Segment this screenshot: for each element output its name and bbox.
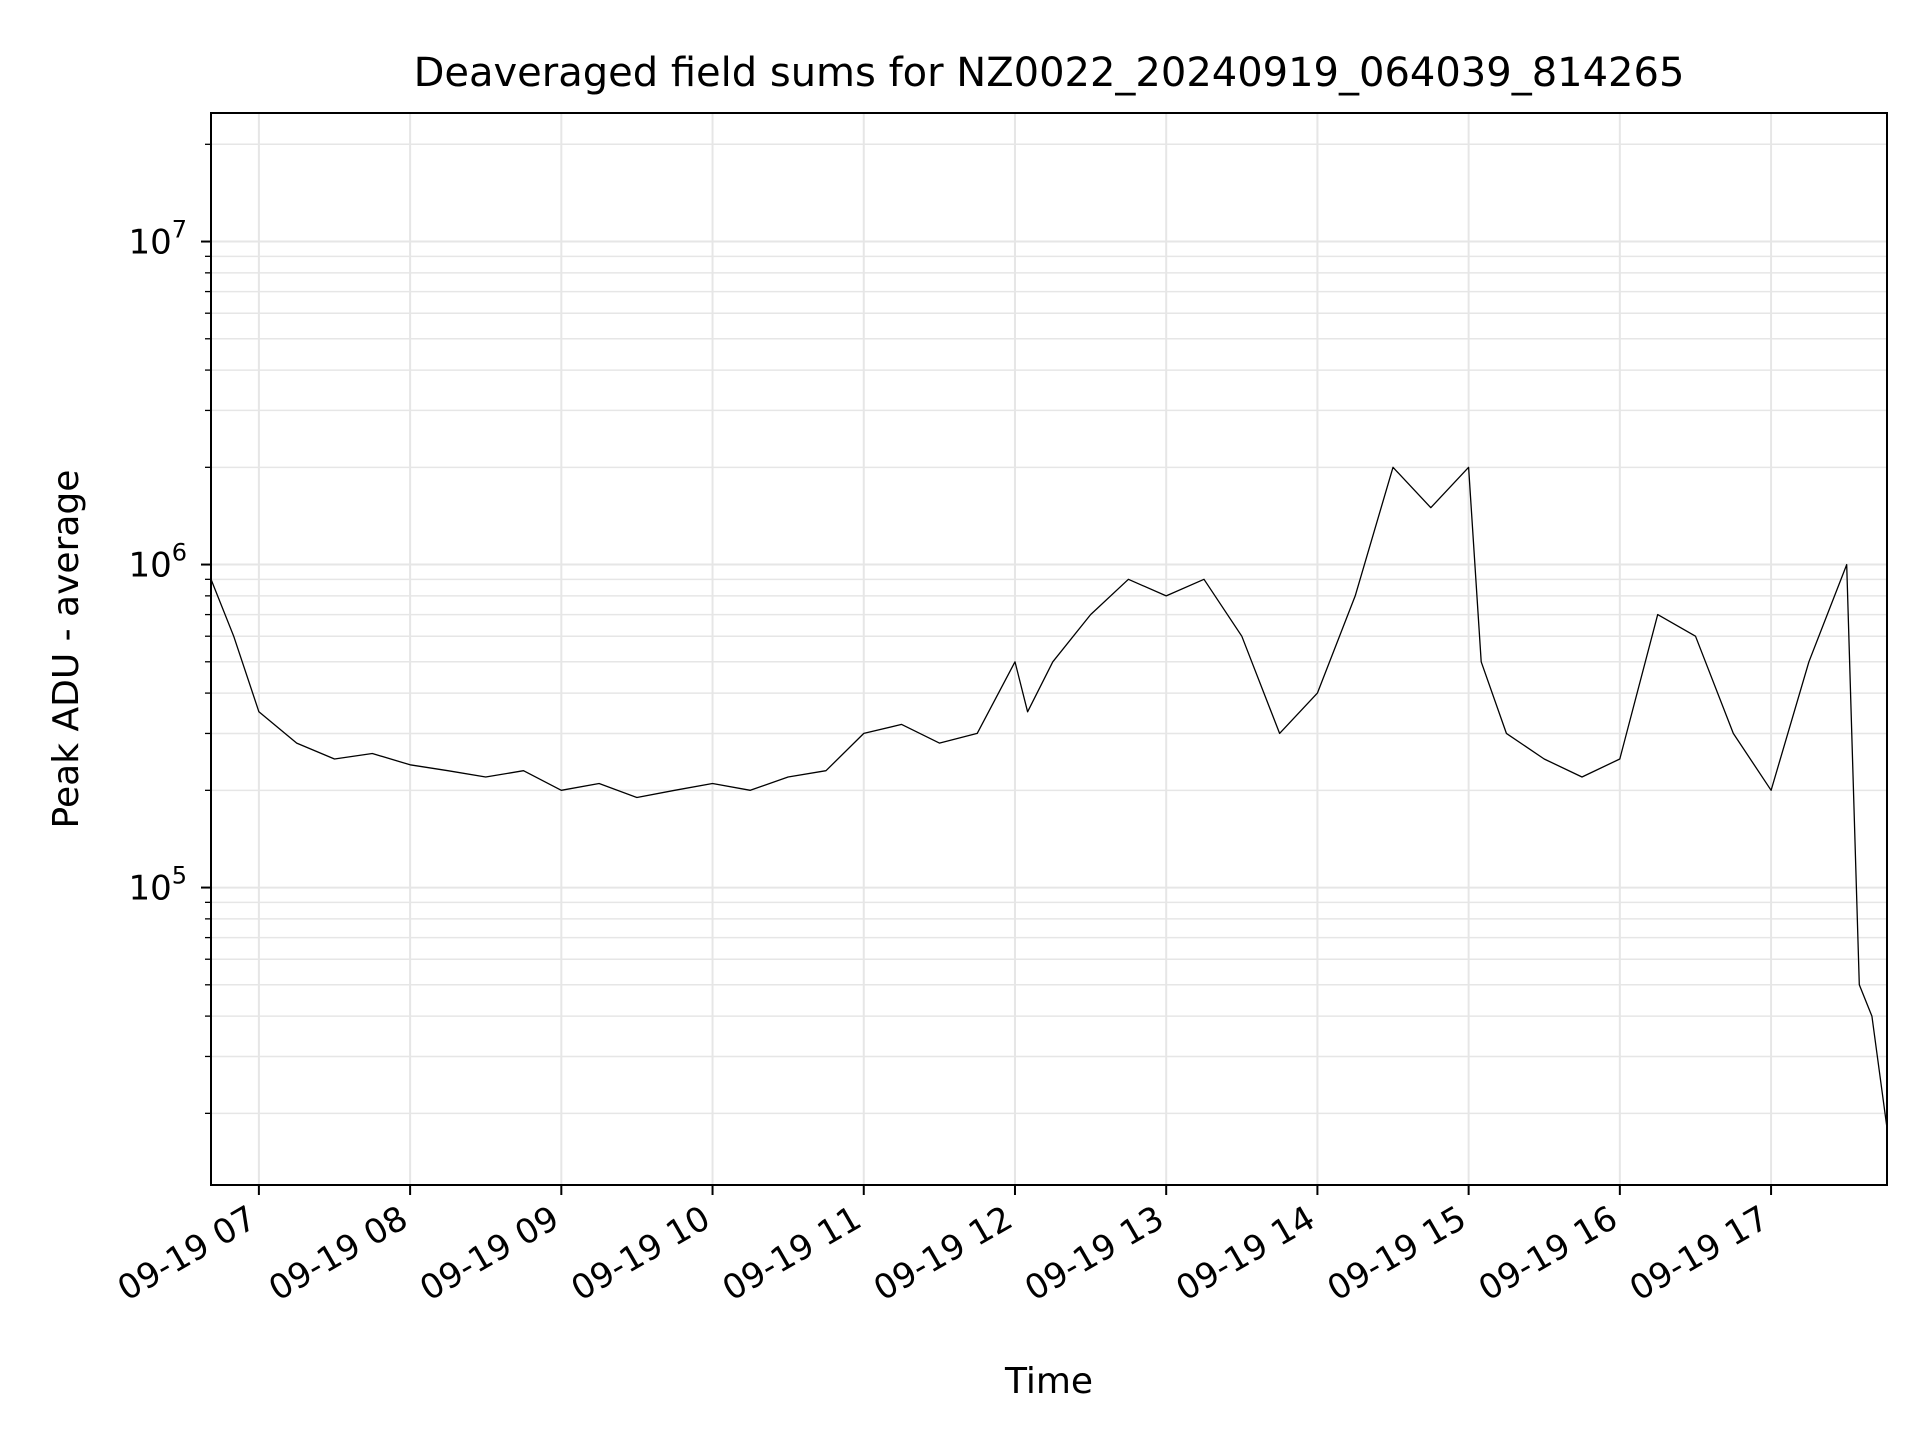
y-tick-label: 107 [128,216,187,263]
x-axis-label: Time [1004,1361,1093,1402]
plot-frame [210,112,1888,1186]
y-tick-label: 106 [128,539,187,586]
y-tick-label: 105 [128,862,187,909]
grid [211,113,1887,1185]
series-line [210,466,1888,1129]
y-axis-label: Peak ADU - average [46,470,87,829]
chart-title: Deaveraged field sums for NZ0022_2024091… [414,50,1685,96]
